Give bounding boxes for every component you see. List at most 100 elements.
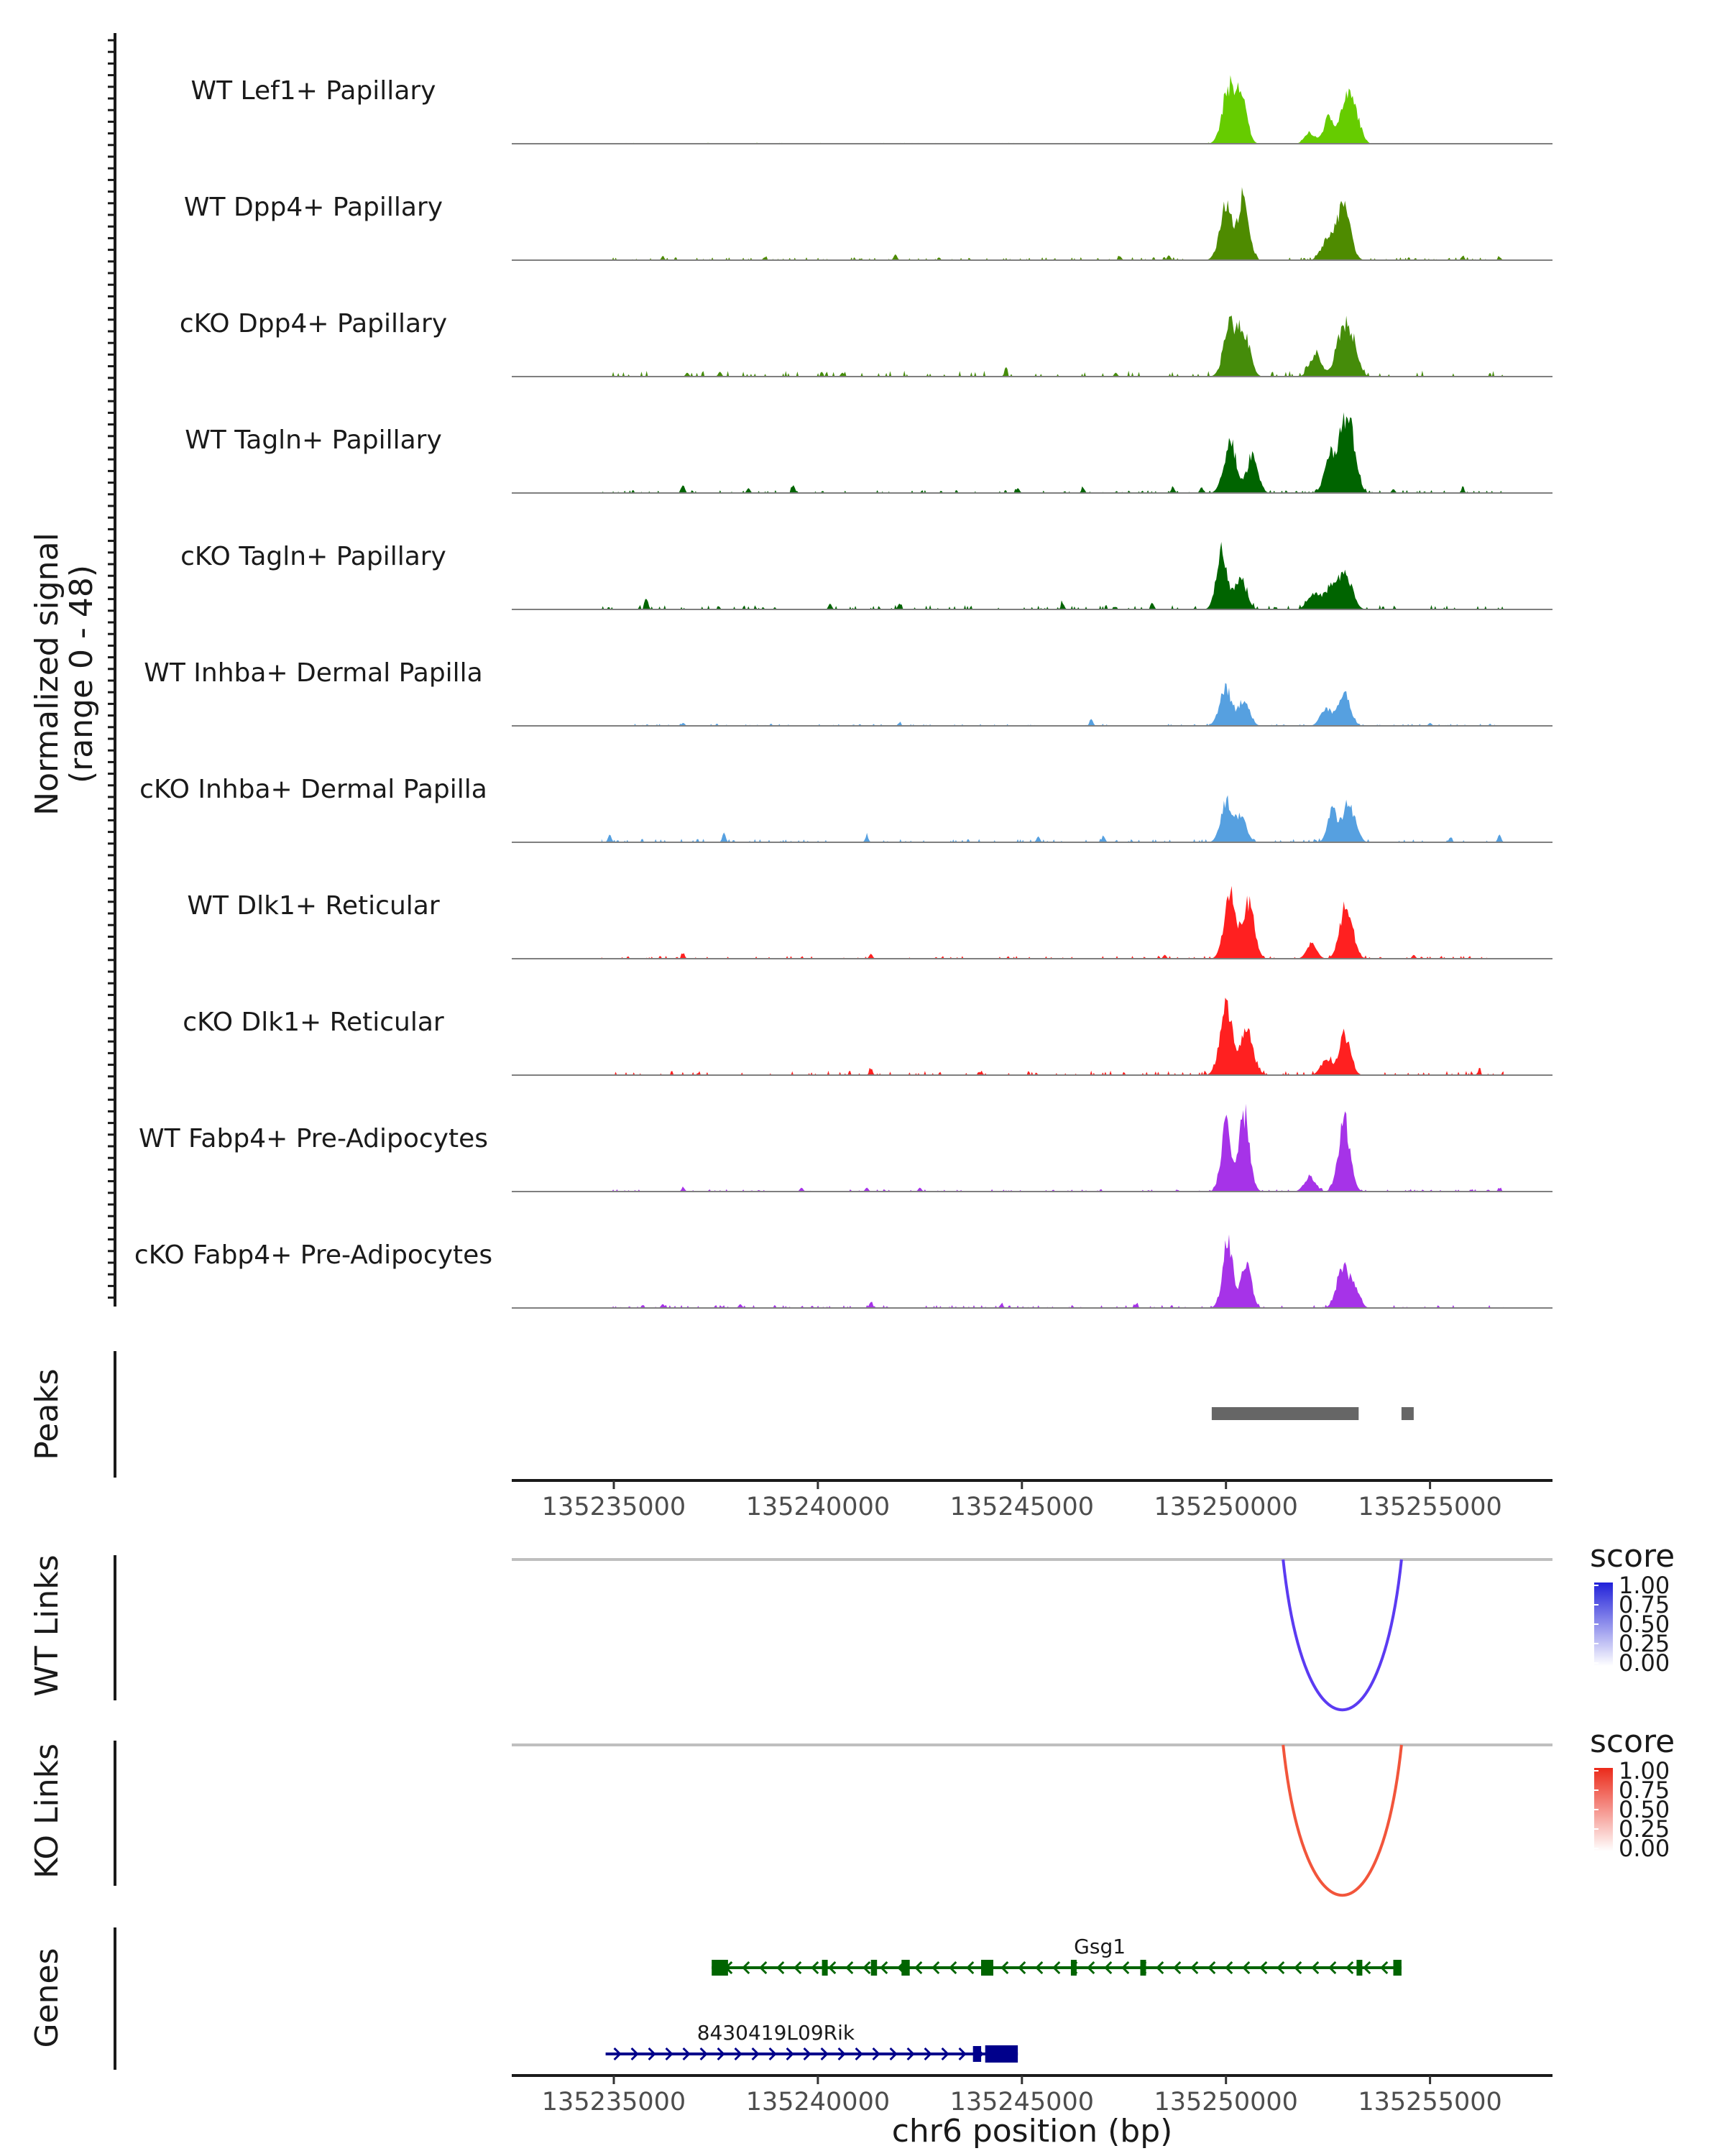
genes-track: Genes Gsg1 8430419L09Rik (29, 1927, 1402, 2070)
coverage-track: cKO Inhba+ Dermal Papilla (139, 775, 1552, 843)
strand-chevron (759, 1961, 768, 1975)
strand-chevron (966, 1961, 975, 1975)
strand-chevron (862, 1961, 871, 1975)
gene-name-label: Gsg1 (1074, 1935, 1126, 1958)
legend-tick-label: 1.00 (1619, 1757, 1670, 1784)
strand-chevron (872, 2047, 880, 2061)
x-axis-title: chr6 position (bp) (892, 2113, 1173, 2150)
y-axis-title-line2: (range 0 - 48) (63, 565, 100, 783)
coverage-track-label: cKO Dlk1+ Reticular (183, 1008, 444, 1037)
x-tick-label: 135235000 (542, 1493, 686, 1521)
strand-chevron (734, 2047, 742, 2061)
peak-region-bar (1401, 1407, 1414, 1420)
legend-tick-label: 0.25 (1619, 1630, 1670, 1657)
strand-chevron (1018, 1961, 1026, 1975)
strand-chevron (837, 2047, 846, 2061)
coverage-y-ticks (108, 39, 115, 1299)
coverage-track-label: WT Dpp4+ Papillary (184, 193, 443, 222)
strand-chevron (1156, 1961, 1164, 1975)
strand-chevron (958, 2047, 967, 2061)
gene-exon (972, 2046, 982, 2062)
coverage-track: WT Inhba+ Dermal Papilla (144, 658, 1552, 727)
strand-chevron (786, 2047, 794, 2061)
coverage-track-label: WT Tagln+ Papillary (185, 425, 442, 455)
strand-chevron (1276, 1961, 1285, 1975)
strand-chevron (1380, 1961, 1389, 1975)
coverage-track: WT Fabp4+ Pre-Adipocytes (139, 1103, 1552, 1192)
coverage-area (601, 1234, 1504, 1308)
strand-chevron (1311, 1961, 1320, 1975)
coverage-area (601, 315, 1504, 377)
coverage-area (601, 795, 1504, 842)
coverage-y-axis-title: Normalized signal (range 0 - 48) (29, 533, 100, 816)
coverage-track-label: WT Dlk1+ Reticular (187, 891, 439, 921)
coverage-track: WT Tagln+ Papillary (185, 412, 1552, 494)
strand-chevron (648, 2047, 656, 2061)
coverage-tracks: WT Lef1+ Papillary WT Dpp4+ Papillary cKO … (134, 75, 1552, 1309)
strand-chevron (717, 2047, 725, 2061)
legend-tick-label: 0.50 (1619, 1796, 1670, 1823)
x-axis-bottom: 135235000 135240000 135245000 135250000 1352… (512, 2074, 1552, 2116)
strand-chevron (924, 2047, 932, 2061)
x-axis-middle: 135235000 135240000 135245000 135250000 1352… (512, 1479, 1552, 1521)
x-tick-label: 135250000 (1154, 1493, 1297, 1521)
strand-chevron (630, 2047, 639, 2061)
coverage-track-label: cKO Dpp4+ Papillary (180, 309, 447, 338)
coverage-track: cKO Tagln+ Papillary (180, 542, 1552, 610)
strand-chevron (1035, 1961, 1044, 1975)
gene-exon (985, 2045, 1018, 2063)
coverage-track-label: WT Inhba+ Dermal Papilla (144, 658, 482, 688)
x-tick-label: 135250000 (1154, 2088, 1297, 2116)
strand-chevron (699, 2047, 708, 2061)
coverage-track-label: WT Fabp4+ Pre-Adipocytes (139, 1124, 488, 1153)
x-tick-label: 135240000 (746, 2088, 890, 2116)
strand-chevron (1052, 1961, 1061, 1975)
link-track-label: KO Links (29, 1743, 65, 1879)
link-arc (1282, 1744, 1403, 1897)
legend-tick-label: 0.00 (1619, 1649, 1670, 1677)
gene-exon (870, 1960, 878, 1976)
gene-exon (1356, 1960, 1363, 1976)
coverage-track: WT Dlk1+ Reticular (187, 885, 1552, 959)
coverage-track: cKO Dpp4+ Papillary (180, 309, 1552, 377)
strand-chevron (776, 1961, 785, 1975)
strand-chevron (906, 2047, 915, 2061)
x-tick-label: 135245000 (950, 1493, 1094, 1521)
legend-tick-label: 0.75 (1619, 1777, 1670, 1804)
strand-chevron (1190, 1961, 1199, 1975)
coverage-area (601, 998, 1504, 1075)
strand-chevron (880, 1961, 888, 1975)
strand-chevron (941, 2047, 949, 2061)
peak-region-bar (1211, 1407, 1359, 1420)
legend-tick-label: 0.50 (1619, 1611, 1670, 1638)
x-tick-label: 135240000 (746, 1493, 890, 1521)
coverage-track-label: WT Lef1+ Papillary (191, 76, 436, 106)
strand-chevron (742, 1961, 750, 1975)
legend-title: score (1590, 1723, 1675, 1760)
legend-tick-label: 0.25 (1619, 1815, 1670, 1843)
strand-chevron (1173, 1961, 1182, 1975)
strand-chevron (1225, 1961, 1233, 1975)
strand-chevron (1363, 1961, 1371, 1975)
link-arc (1282, 1559, 1403, 1712)
strand-chevron (682, 2047, 691, 2061)
coverage-area (601, 1103, 1504, 1192)
coverage-area (601, 412, 1504, 493)
coverage-area (601, 542, 1504, 609)
x-tick-label: 135255000 (1358, 1493, 1501, 1521)
strand-chevron (1242, 1961, 1251, 1975)
strand-chevron (914, 1961, 923, 1975)
peaks-track-label: Peaks (29, 1368, 65, 1460)
x-tick-label: 135245000 (950, 2088, 1094, 2116)
gene-name-label: 8430419L09Rik (697, 2021, 855, 2045)
strand-chevron (855, 2047, 863, 2061)
coverage-track-label: cKO Fabp4+ Pre-Adipocytes (134, 1240, 492, 1270)
coverage-track-label: cKO Tagln+ Papillary (180, 542, 446, 571)
gene-exon (1140, 1960, 1146, 1976)
legend-tick-label: 0.00 (1619, 1835, 1670, 1862)
strand-chevron (613, 2047, 622, 2061)
